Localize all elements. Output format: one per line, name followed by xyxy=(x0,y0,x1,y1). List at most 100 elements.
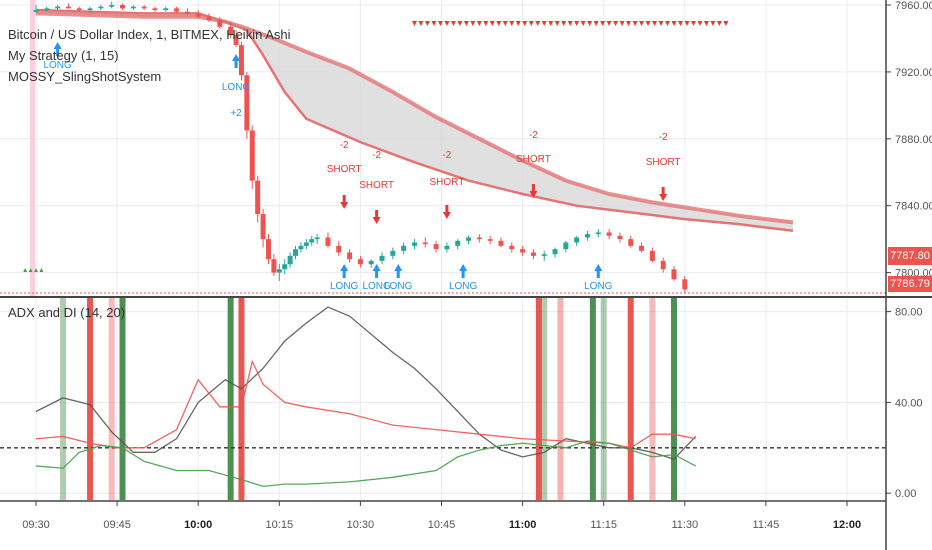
di-plus-signal-bar xyxy=(600,298,607,500)
candle xyxy=(152,8,158,11)
y-tick-label: 7920.00 xyxy=(895,67,932,79)
stop-marker xyxy=(645,21,651,26)
indicator-legend[interactable]: MOSSY_SlingShotSystem xyxy=(8,69,162,84)
x-tick-label: 09:30 xyxy=(22,519,50,531)
short-label: SHORT xyxy=(646,157,681,168)
stop-marker xyxy=(424,21,430,26)
candle xyxy=(206,16,212,21)
x-tick-label: 10:30 xyxy=(347,519,375,531)
y-tick-label: 7840.00 xyxy=(895,201,932,213)
di-minus-signal-bar xyxy=(238,298,245,500)
candle xyxy=(379,255,385,261)
long-label: LONG xyxy=(362,281,391,292)
candle xyxy=(260,214,266,240)
stop-marker xyxy=(619,21,625,26)
stop-marker xyxy=(431,21,437,26)
stop-marker xyxy=(561,21,567,26)
candle xyxy=(574,237,580,243)
stop-marker xyxy=(567,21,573,26)
candle xyxy=(509,245,515,250)
stop-marker xyxy=(515,21,521,26)
x-tick-label: 10:00 xyxy=(184,519,212,531)
stop-marker xyxy=(437,21,443,26)
candle xyxy=(639,245,645,251)
candle xyxy=(476,237,482,240)
candle xyxy=(520,249,526,253)
adx-legend: ADX and DI (14, 20) xyxy=(8,302,125,323)
x-tick-label: 12:00 xyxy=(833,519,861,531)
symbol-legend[interactable]: Bitcoin / US Dollar Index, 1, BITMEX, He… xyxy=(8,27,291,42)
candle xyxy=(617,235,623,240)
long-arrow xyxy=(232,54,241,68)
signal-value: -2 xyxy=(442,150,451,161)
candle xyxy=(336,245,342,253)
candle xyxy=(76,8,82,11)
candle xyxy=(682,279,688,290)
long-arrow xyxy=(394,264,403,278)
adx-title[interactable]: ADX and DI (14, 20) xyxy=(8,305,126,320)
stop-marker xyxy=(671,21,677,26)
candle xyxy=(265,239,271,260)
chart-axes: 7960.007920.007880.007840.007800.0080.00… xyxy=(22,0,932,531)
candle xyxy=(309,239,315,243)
stop-marker xyxy=(457,21,463,26)
candle xyxy=(498,240,504,246)
adx-signal-bars xyxy=(30,0,677,500)
candle xyxy=(87,8,93,11)
candle xyxy=(255,180,261,215)
stop-marker xyxy=(703,21,709,26)
di-plus-line xyxy=(35,440,696,488)
candle xyxy=(444,245,450,250)
long-arrow xyxy=(372,264,381,278)
candle xyxy=(195,13,201,17)
signal-value: -2 xyxy=(372,150,381,161)
entry-marker xyxy=(34,268,38,272)
candle xyxy=(357,259,363,265)
signal-value: -2 xyxy=(529,130,538,141)
entry-marker xyxy=(28,268,33,272)
candle xyxy=(368,260,374,265)
candle xyxy=(130,6,136,9)
stop-marker xyxy=(716,21,722,26)
adx-y-tick-label: 0.00 xyxy=(895,488,916,500)
stop-marker xyxy=(496,21,502,26)
stop-marker xyxy=(535,21,541,26)
candle xyxy=(293,249,299,256)
di-minus-line xyxy=(35,359,696,449)
candle xyxy=(455,240,461,246)
candle xyxy=(163,8,169,11)
candle xyxy=(595,232,601,235)
x-tick-label: 11:45 xyxy=(753,519,780,531)
signal-value: +2 xyxy=(230,108,242,119)
candle xyxy=(98,6,104,9)
long-arrow xyxy=(459,264,468,278)
di-minus-signal-bar xyxy=(557,298,564,500)
stop-marker xyxy=(418,21,424,26)
stop-marker xyxy=(697,21,703,26)
main-legend: Bitcoin / US Dollar Index, 1, BITMEX, He… xyxy=(8,24,291,87)
last-price-tag: 7787.80 xyxy=(888,247,932,265)
short-label: SHORT xyxy=(516,154,551,165)
stop-marker xyxy=(723,21,729,26)
candle xyxy=(184,11,190,14)
candle xyxy=(314,237,320,240)
short-arrow xyxy=(659,187,668,201)
di-minus-signal-bar xyxy=(627,298,634,500)
di-minus-signal-bar xyxy=(535,298,542,500)
candle xyxy=(217,20,223,27)
stop-marker xyxy=(541,21,547,26)
long-label: LONG xyxy=(384,281,413,292)
candle xyxy=(298,245,304,250)
strategy-legend[interactable]: My Strategy (1, 15) xyxy=(8,48,119,63)
candle xyxy=(487,239,493,241)
y-tick-label: 7880.00 xyxy=(895,134,932,146)
candle xyxy=(401,245,407,251)
candle xyxy=(606,232,612,236)
candle xyxy=(411,242,417,246)
candle xyxy=(65,6,71,9)
adx-y-tick-label: 80.00 xyxy=(895,307,923,319)
x-tick-label: 10:15 xyxy=(266,519,294,531)
candle xyxy=(584,234,590,238)
candle xyxy=(390,250,396,256)
candle xyxy=(174,8,180,12)
